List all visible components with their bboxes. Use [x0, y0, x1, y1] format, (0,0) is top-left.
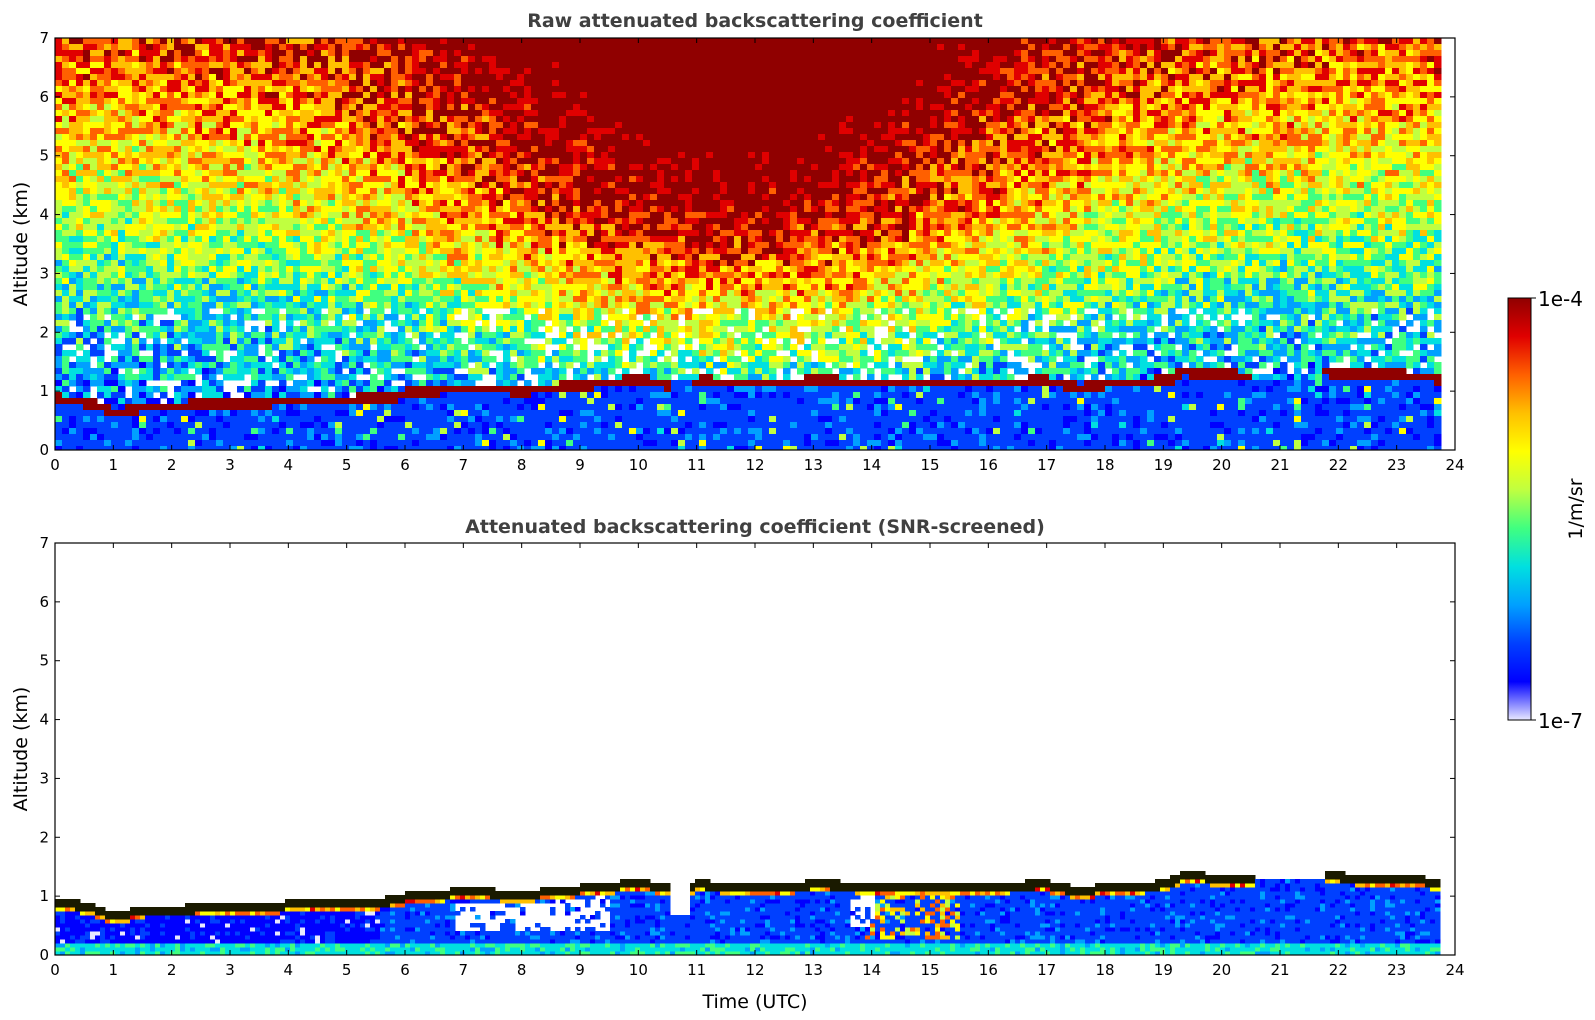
x-tick-label: 7: [459, 961, 469, 979]
x-tick-label: 16: [979, 961, 998, 979]
x-tick-label: 22: [1329, 961, 1348, 979]
x-tick-label: 12: [745, 456, 764, 474]
x-tick-label: 23: [1387, 456, 1406, 474]
y-tick-label: 5: [39, 652, 49, 670]
colorbar-label: 1/m/sr: [1565, 478, 1587, 539]
panel2-y-ticks: 0 1 2 3 4 5 6 7: [39, 534, 1455, 964]
colorbar-bar: [1507, 297, 1532, 721]
x-tick-label: 8: [517, 961, 527, 979]
panel2-x-ticks: 0 1 2 3 4 5 6 7 8 9 10 11 12 13 14 15 16 17 18 19 20 21 22 23 24: [50, 543, 1465, 979]
panel1-ylabel: Altitude (km): [10, 182, 32, 307]
x-tick-label: 17: [1037, 961, 1056, 979]
y-tick-label: 5: [39, 147, 49, 165]
x-tick-label: 2: [167, 961, 177, 979]
y-tick-label: 1: [39, 887, 49, 905]
x-tick-label: 8: [517, 456, 527, 474]
x-tick-label: 24: [1445, 961, 1464, 979]
x-tick-label: 20: [1212, 961, 1231, 979]
x-tick-label: 14: [862, 456, 881, 474]
x-tick-label: 23: [1387, 961, 1406, 979]
raw-backscatter-panel: Raw attenuated backscattering coefficien…: [10, 10, 1465, 474]
y-tick-label: 3: [39, 769, 49, 787]
x-tick-label: 10: [629, 961, 648, 979]
colorbar-max-label: 1e-4: [1538, 287, 1583, 311]
raw-backscatter-heatmap: [55, 38, 1442, 450]
x-tick-label: 18: [1095, 456, 1114, 474]
panel2-ylabel: Altitude (km): [10, 687, 32, 812]
x-tick-label: 3: [225, 456, 235, 474]
x-tick-label: 6: [400, 456, 410, 474]
x-tick-label: 14: [862, 961, 881, 979]
y-tick-label: 2: [39, 323, 49, 341]
y-tick-label: 6: [39, 88, 49, 106]
x-tick-label: 16: [979, 456, 998, 474]
x-tick-label: 12: [745, 961, 764, 979]
x-tick-label: 13: [804, 961, 823, 979]
x-tick-label: 2: [167, 456, 177, 474]
x-tick-label: 24: [1445, 456, 1464, 474]
x-tick-label: 11: [687, 961, 706, 979]
y-tick-label: 0: [39, 946, 49, 964]
x-tick-label: 19: [1154, 456, 1173, 474]
x-tick-label: 5: [342, 961, 352, 979]
panel1-y-ticks: 0 1 2 3 4 5 6 7: [39, 29, 1455, 459]
y-tick-label: 3: [39, 264, 49, 282]
y-tick-label: 2: [39, 828, 49, 846]
x-tick-label: 0: [50, 456, 60, 474]
x-tick-label: 19: [1154, 961, 1173, 979]
colorbar: 1e-4 1e-7 1/m/sr: [1507, 287, 1587, 733]
panel2-title: Attenuated backscattering coefficient (S…: [465, 516, 1045, 538]
x-tick-label: 15: [920, 456, 939, 474]
x-tick-label: 1: [109, 456, 119, 474]
x-tick-label: 20: [1212, 456, 1231, 474]
x-tick-label: 17: [1037, 456, 1056, 474]
x-tick-label: 11: [687, 456, 706, 474]
x-tick-label: 15: [920, 961, 939, 979]
y-tick-label: 4: [39, 206, 49, 224]
x-tick-label: 1: [109, 961, 119, 979]
snr-screened-panel: Attenuated backscattering coefficient (S…: [10, 516, 1465, 1013]
y-tick-label: 6: [39, 593, 49, 611]
y-tick-label: 7: [39, 534, 49, 552]
x-tick-label: 18: [1095, 961, 1114, 979]
x-tick-label: 0: [50, 961, 60, 979]
x-tick-label: 13: [804, 456, 823, 474]
panel1-x-ticks: 0 1 2 3 4 5 6 7 8 9 10 11 12 13 14 15 16 17 18 19 20 21 22 23 24: [50, 38, 1465, 474]
x-tick-label: 7: [459, 456, 469, 474]
x-tick-label: 4: [284, 961, 294, 979]
y-tick-label: 0: [39, 441, 49, 459]
x-tick-label: 21: [1270, 456, 1289, 474]
x-tick-label: 4: [284, 456, 294, 474]
x-tick-label: 10: [629, 456, 648, 474]
x-tick-label: 21: [1270, 961, 1289, 979]
x-tick-label: 9: [575, 456, 585, 474]
x-tick-label: 5: [342, 456, 352, 474]
y-tick-label: 4: [39, 711, 49, 729]
x-tick-label: 22: [1329, 456, 1348, 474]
panel1-title: Raw attenuated backscattering coefficien…: [527, 10, 983, 32]
x-tick-label: 3: [225, 961, 235, 979]
x-tick-label: 9: [575, 961, 585, 979]
colorbar-min-label: 1e-7: [1538, 709, 1583, 733]
snr-screened-heatmap: [55, 871, 1441, 955]
y-tick-label: 7: [39, 29, 49, 47]
panel2-xlabel: Time (UTC): [701, 991, 807, 1013]
x-tick-label: 6: [400, 961, 410, 979]
y-tick-label: 1: [39, 382, 49, 400]
